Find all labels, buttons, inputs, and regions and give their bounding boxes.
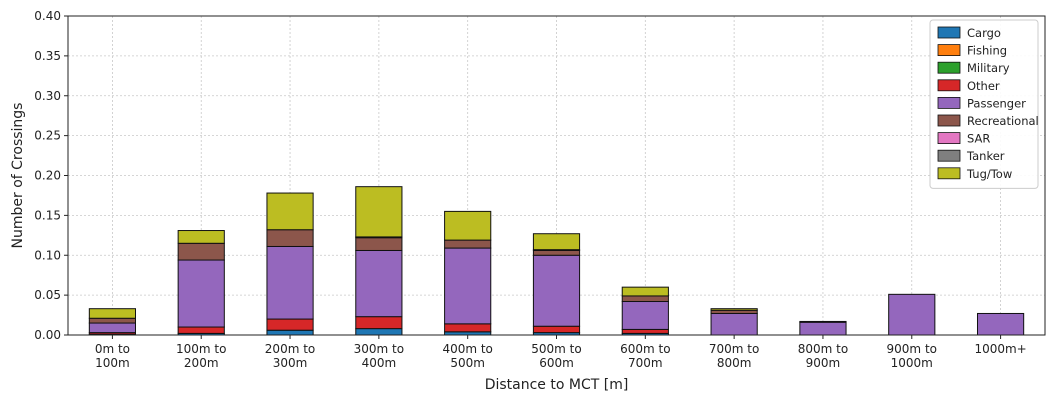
bar-segment-other (266, 318, 314, 331)
bar-segment-passenger (88, 322, 137, 334)
legend-swatch (937, 44, 961, 56)
legend-label: Military (967, 61, 1010, 75)
y-tick-label: 0.30 (34, 89, 61, 103)
legend-label: Other (967, 79, 1000, 93)
x-tick-label: 400m to (442, 342, 492, 356)
y-tick-label: 0.15 (34, 208, 61, 222)
legend-label: SAR (967, 132, 990, 146)
bar-segment-passenger (444, 247, 492, 325)
y-tick-label: 0.20 (34, 169, 61, 183)
bar-segment-recreational (355, 237, 403, 251)
y-tick-label: 0.35 (34, 49, 61, 63)
bar-segment-tug-tow (88, 308, 137, 319)
legend-swatch (937, 79, 961, 92)
bar-segment-passenger (355, 249, 403, 318)
legend-swatch (937, 114, 961, 127)
bar-segment-recreational (177, 242, 225, 261)
bar-segment-recreational (621, 295, 669, 303)
legend-label: Fishing (967, 44, 1007, 58)
x-tick-label: 800m to (798, 342, 848, 356)
bar-segment-tug-tow (621, 286, 669, 297)
legend-label: Tug/Tow (966, 167, 1012, 181)
bar-segment-other (177, 326, 225, 334)
x-tick-label: 300m (273, 356, 308, 370)
bar-segment-passenger (710, 312, 758, 336)
y-axis-label: Number of Crossings (10, 103, 26, 249)
legend-swatch (937, 26, 961, 39)
x-tick-label: 700m to (709, 342, 759, 356)
x-tick-label: 100m (95, 356, 130, 370)
bar-segment-cargo (266, 329, 314, 336)
bar-segment-passenger (976, 312, 1025, 336)
x-tick-label: 1000m+ (974, 342, 1026, 356)
y-tick-label: 0.00 (34, 328, 61, 342)
bar-segment-passenger (621, 301, 669, 330)
bar-segment-other (621, 328, 669, 334)
y-tick-label: 0.40 (34, 9, 61, 23)
bar-segment-tug-tow (444, 210, 492, 241)
x-tick-label: 700m (628, 356, 663, 370)
bar-segment-other (355, 316, 403, 330)
bar-segment-other (444, 323, 492, 333)
bar-segment-passenger (177, 259, 225, 328)
legend-swatch (937, 149, 961, 162)
legend-label: Passenger (967, 96, 1026, 110)
x-tick-label: 800m (717, 356, 752, 370)
y-tick-label: 0.05 (34, 288, 61, 302)
bar-segment-other (532, 325, 581, 334)
legend-swatch (937, 167, 961, 180)
x-tick-label: 900m to (887, 342, 937, 356)
legend-label: Cargo (967, 26, 1001, 40)
bar-segment-recreational (532, 249, 581, 256)
x-tick-label: 200m (184, 356, 219, 370)
y-tick-label: 0.25 (34, 129, 61, 143)
x-tick-label: 600m (539, 356, 574, 370)
bar-segment-recreational (88, 317, 137, 324)
x-tick-label: 100m to (176, 342, 226, 356)
x-tick-label: 200m to (265, 342, 315, 356)
y-tick-label: 0.10 (34, 248, 61, 262)
legend-label: Tanker (966, 149, 1005, 163)
x-tick-label: 600m to (620, 342, 670, 356)
x-tick-label: 400m (362, 356, 397, 370)
legend-label: Recreational (967, 114, 1039, 128)
x-tick-label: 300m to (354, 342, 404, 356)
x-tick-label: 900m (806, 356, 841, 370)
bar-segment-recreational (799, 320, 847, 323)
legend: Cargo Fishing Military Other Passenger Recrea… (929, 19, 1039, 189)
bar-segment-tug-tow (266, 192, 314, 231)
bar-segment-passenger (888, 293, 936, 336)
bar-segment-tug-tow (532, 233, 581, 251)
y-axis-ticks: 0.00 0.05 0.10 0.15 0.20 0.25 0.30 0.35 0.40 (34, 9, 68, 342)
legend-swatch (937, 132, 961, 145)
bar-segment-recreational (266, 229, 314, 247)
x-axis-label: Distance to MCT [m] (485, 377, 629, 393)
bar-segment-passenger (266, 245, 314, 320)
bar-segment-tug-tow (355, 186, 403, 238)
legend-swatch (937, 61, 961, 74)
x-tick-label: 500m to (531, 342, 581, 356)
x-tick-label: 500m (450, 356, 485, 370)
bars (88, 186, 1025, 336)
bar-segment-passenger (532, 254, 581, 327)
bar-segment-cargo (355, 328, 403, 336)
bar-segment-passenger (799, 321, 847, 336)
x-tick-label: 1000m (891, 356, 933, 370)
bar-segment-tug-tow (710, 308, 758, 311)
bar-segment-tug-tow (177, 230, 225, 244)
legend-swatch (937, 97, 961, 109)
x-tick-label: 0m to (95, 342, 130, 356)
bar-segment-recreational (444, 239, 492, 249)
